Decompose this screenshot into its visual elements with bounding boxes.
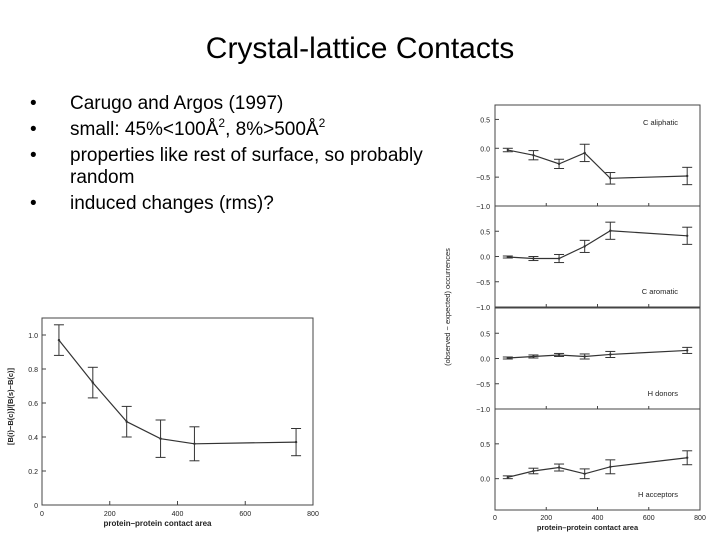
bullet-text: induced changes (rms)? — [70, 193, 274, 214]
y-tick-label: 0.4 — [28, 435, 38, 442]
y-tick-label: 0.6 — [28, 401, 38, 408]
x-tick-label: 800 — [694, 515, 706, 522]
panel-0-data-point — [583, 151, 586, 155]
x-tick-label: 200 — [104, 511, 116, 518]
panel-2-data-point — [506, 356, 510, 360]
x-tick-label: 600 — [643, 515, 655, 522]
plot-frame — [41, 317, 314, 506]
panel-label: H acceptors — [638, 490, 678, 499]
panel-0-data-point — [557, 162, 561, 166]
y-axis-label: [B(i)−B(c)]/[B(s)−B(c)] — [6, 367, 15, 445]
y-tick-label: 0.0 — [480, 146, 490, 153]
y-tick-label: 0.0 — [480, 477, 490, 484]
bfactor-data-point — [159, 437, 162, 440]
bullet-text: small: 45%<100Å — [70, 119, 219, 140]
y-tick-label: −1.0 — [476, 305, 490, 312]
x-tick-label: 400 — [172, 511, 184, 518]
y-tick-label: 0.2 — [28, 469, 38, 476]
panel-0-data-point — [506, 148, 510, 152]
x-axis-label: protein–protein contact area — [103, 519, 212, 528]
y-tick-label: −0.5 — [476, 382, 490, 389]
x-axis-label: protein–protein contact area — [537, 523, 639, 532]
b-factor-chart: 0 0.2 0.4 0.6 0.8 1.0 0 200 400 600 800 protein–pro… — [6, 317, 319, 528]
panel-3-data-point — [685, 456, 689, 459]
y-tick-label: 0.5 — [480, 442, 490, 449]
panel-2-data-point — [685, 349, 689, 352]
panel-1-data-point — [583, 245, 586, 248]
x-tick-label: 0 — [40, 511, 44, 518]
y-tick-label: −1.0 — [476, 204, 490, 211]
panel-2-data-point — [557, 353, 561, 357]
x-tick-label: 200 — [540, 515, 552, 522]
panel-0-series-line — [507, 149, 688, 179]
bullet-item: properties like rest of surface, so prob… — [30, 145, 450, 189]
bullet-text: , 8%>500Å — [225, 119, 319, 140]
y-tick-label: −1.0 — [476, 407, 490, 414]
y-tick-label: −0.5 — [476, 175, 490, 182]
panel-1-series-line — [507, 230, 688, 260]
slide-title: Crystal-lattice Contacts — [205, 32, 515, 65]
y-axis-label: (observed − expected) occurrences — [443, 248, 452, 366]
panel-3-data-point — [532, 469, 535, 473]
panel-2-data-point — [532, 355, 535, 358]
y-tick-label: 0.0 — [480, 357, 490, 364]
bullet-text: properties like rest of surface, so prob… — [70, 145, 423, 188]
bfactor-data-point — [91, 381, 95, 384]
bfactor-data-point — [57, 338, 61, 342]
panel-3-series-line — [507, 457, 688, 478]
panel-0-data-point — [609, 177, 612, 180]
bullet-text: Carugo and Argos (1997) — [70, 93, 284, 114]
y-tick-label: 0.5 — [480, 331, 490, 338]
y-tick-label: 1.0 — [28, 333, 38, 340]
y-tick-label: 0.0 — [480, 255, 490, 262]
bfactor-data-point — [125, 420, 128, 423]
panel-2-series-line — [507, 349, 688, 359]
panel-1-data-point — [557, 257, 561, 260]
x-tick-label: 800 — [307, 511, 319, 518]
y-tick-label: 0 — [34, 503, 38, 510]
panel-3-data-point — [583, 472, 586, 475]
x-tick-label: 400 — [592, 515, 604, 522]
panel-label: C aliphatic — [643, 118, 678, 127]
panel-1-data-point — [532, 257, 535, 260]
bfactor-data-point — [294, 440, 298, 444]
bfactor-series-line — [58, 339, 297, 445]
panel-label: H donors — [648, 389, 679, 398]
occurrences-chart: 0.5 0.0 −0.5 −1.0 C aliphatic 0.5 0.0 −0.5 −1.0 C… — [443, 104, 706, 532]
superscript: 2 — [318, 116, 326, 130]
panel-1-data-point — [609, 229, 612, 232]
panel-3-data-point — [609, 465, 612, 469]
bullet-item: induced changes (rms)? — [30, 193, 450, 215]
panel-1-data-point — [506, 255, 510, 259]
bullet-item: small: 45%<100Å2, 8%>500Å2 — [30, 116, 450, 141]
panel-label: C aromatic — [642, 287, 679, 296]
bullet-list: Carugo and Argos (1997) small: 45%<100Å2… — [30, 93, 450, 219]
superscript: 2 — [218, 116, 226, 130]
x-tick-label: 0 — [493, 515, 497, 522]
y-tick-label: 0.5 — [480, 229, 490, 236]
panel-3-data-point — [506, 476, 510, 479]
bfactor-data-point — [193, 442, 196, 445]
x-tick-label: 600 — [239, 511, 251, 518]
y-tick-label: 0.5 — [480, 117, 490, 124]
y-tick-label: 0.8 — [28, 367, 38, 374]
panel-3-data-point — [557, 466, 561, 469]
panel-1-data-point — [685, 234, 689, 237]
y-tick-label: −0.5 — [476, 280, 490, 287]
panel-2-data-point — [609, 353, 612, 356]
bullet-item: Carugo and Argos (1997) — [30, 93, 450, 115]
panel-2-data-point — [583, 355, 586, 358]
panel-0-data-point — [685, 174, 689, 178]
panel-0-data-point — [532, 154, 535, 157]
